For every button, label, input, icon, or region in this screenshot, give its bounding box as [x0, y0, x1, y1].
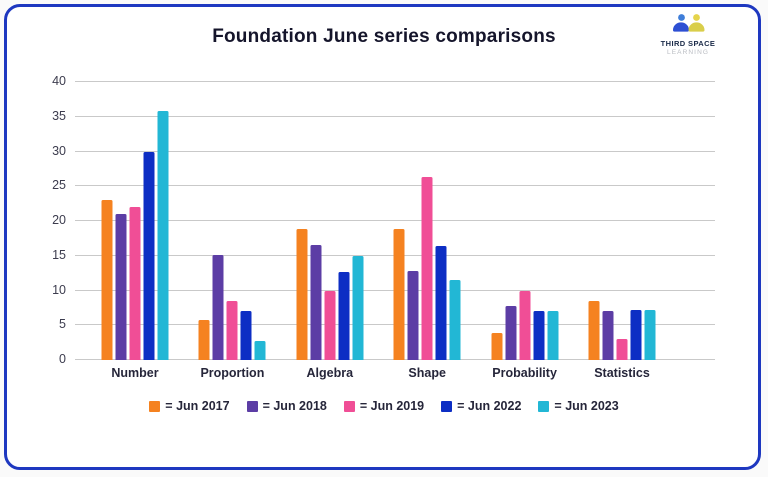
legend-label-jun-2018: = Jun 2018 [262, 399, 327, 413]
legend-item-jun-2023: = Jun 2023 [538, 399, 619, 413]
bar-jun-2019-statistics [616, 339, 628, 360]
bar-jun-2022-number [143, 151, 155, 360]
bar-jun-2018-number [115, 214, 127, 360]
bar-group-algebra [296, 229, 364, 360]
bar-group-statistics [588, 300, 656, 360]
bar-group-shape [393, 176, 461, 360]
legend-label-jun-2017: = Jun 2017 [165, 399, 230, 413]
y-tick-label-0: 0 [59, 352, 66, 366]
bar-jun-2023-number [157, 111, 169, 360]
bar-jun-2017-shape [393, 229, 405, 360]
x-axis-labels: Number Proportion Algebra Shape Probability S… [0, 366, 768, 386]
bar-jun-2019-shape [421, 176, 433, 360]
brand-logo: THIRD SPACE LEARNING [655, 13, 721, 56]
legend-item-jun-2018: = Jun 2018 [246, 399, 327, 413]
gridline-20 [75, 220, 715, 221]
legend-label-jun-2023: = Jun 2023 [554, 399, 619, 413]
bar-jun-2017-number [101, 200, 113, 360]
bar-jun-2023-shape [449, 280, 461, 360]
logo-text-primary: THIRD SPACE [660, 39, 716, 48]
x-tick-label-shape: Shape [408, 366, 446, 380]
legend-swatch-jun-2022 [441, 400, 453, 412]
legend-swatch-jun-2018 [246, 400, 258, 412]
bar-jun-2019-number [129, 207, 141, 360]
y-tick-label-40: 40 [52, 74, 66, 88]
gridline-35 [75, 115, 715, 117]
bar-jun-2023-proportion [254, 340, 266, 360]
bar-jun-2023-statistics [644, 309, 656, 360]
legend-item-jun-2019: = Jun 2019 [343, 399, 425, 413]
y-axis: 0 5 10 15 20 25 30 35 40 [28, 0, 66, 477]
legend-swatch-jun-2019 [343, 400, 355, 412]
gridline-30 [75, 150, 715, 152]
bar-group-proportion [198, 255, 266, 360]
y-tick-label-25: 25 [52, 178, 66, 193]
bar-jun-2022-probability [533, 311, 545, 360]
legend-swatch-jun-2023 [538, 400, 550, 412]
y-tick-label-20: 20 [52, 213, 66, 227]
bar-jun-2019-algebra [324, 290, 336, 360]
bar-jun-2017-algebra [296, 229, 308, 360]
gridline-25 [75, 185, 715, 187]
y-tick-label-5: 5 [59, 317, 66, 332]
bar-jun-2023-probability [547, 311, 559, 360]
y-tick-label-10: 10 [52, 282, 66, 297]
chart-legend: = Jun 2017 = Jun 2018 = Jun 2019 = Jun 2022… [0, 399, 768, 413]
bar-jun-2022-proportion [240, 311, 252, 360]
bar-jun-2018-algebra [310, 245, 322, 360]
bar-jun-2017-statistics [588, 300, 600, 360]
x-tick-label-proportion: Proportion [200, 366, 265, 380]
x-tick-label-statistics: Statistics [594, 366, 650, 380]
bar-group-probability [491, 290, 559, 360]
bar-jun-2018-statistics [602, 310, 614, 360]
logo-text-secondary: LEARNING [666, 49, 710, 56]
two-people-icon [673, 14, 705, 32]
legend-label-jun-2022: = Jun 2022 [457, 399, 522, 413]
bar-jun-2017-proportion [198, 319, 210, 360]
bar-jun-2023-algebra [352, 255, 364, 360]
legend-label-jun-2019: = Jun 2019 [359, 399, 425, 413]
x-tick-label-algebra: Algebra [306, 366, 354, 380]
bar-jun-2018-shape [407, 271, 419, 360]
gridline-40 [75, 81, 715, 82]
bar-group-number [101, 111, 169, 360]
y-tick-label-15: 15 [52, 247, 66, 262]
legend-swatch-jun-2017 [149, 400, 161, 412]
bar-jun-2018-probability [505, 305, 517, 360]
x-tick-label-probability: Probability [492, 366, 557, 380]
chart-title: Foundation June series comparisons [212, 26, 556, 47]
legend-item-jun-2017: = Jun 2017 [149, 399, 230, 413]
bar-jun-2022-shape [435, 246, 447, 360]
legend-item-jun-2022: = Jun 2022 [441, 399, 521, 413]
bar-jun-2022-algebra [338, 271, 350, 360]
bar-jun-2019-proportion [226, 300, 238, 360]
y-tick-label-35: 35 [52, 108, 66, 123]
bar-jun-2018-proportion [212, 255, 224, 360]
bar-jun-2017-probability [491, 332, 503, 360]
bar-jun-2019-probability [519, 290, 531, 360]
bar-jun-2022-statistics [630, 309, 642, 360]
x-tick-label-number: Number [111, 366, 159, 380]
y-tick-label-30: 30 [52, 143, 66, 158]
plot-area [75, 81, 715, 360]
